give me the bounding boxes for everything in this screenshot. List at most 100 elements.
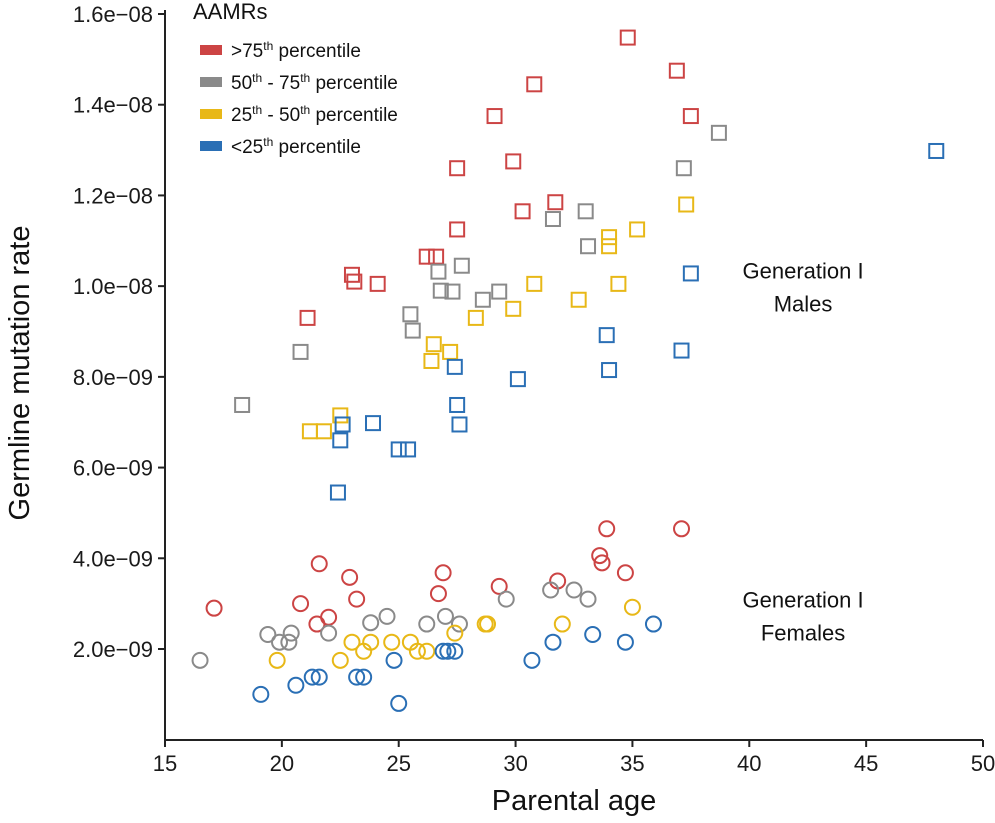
- annotations: Generation I Males Generation I Females: [743, 259, 864, 646]
- circle-point: [523, 651, 541, 669]
- series-p75-circle: [205, 520, 691, 633]
- square-point: [509, 371, 526, 388]
- square-point: [514, 203, 531, 220]
- plot-area: 15 20 25 30 35 40 45 50 2.0e−09 4.0e−09 6.0e−09 8.…: [73, 2, 995, 776]
- circle-point: [259, 625, 277, 643]
- circle-point: [591, 547, 609, 565]
- circle-point: [378, 607, 396, 625]
- legend-text-part: 25: [231, 105, 252, 126]
- circle-point: [287, 676, 305, 694]
- square-point: [678, 196, 695, 213]
- circle-point: [343, 633, 361, 651]
- x-tick-label: 45: [854, 751, 878, 776]
- circle-point: [418, 642, 436, 660]
- square-point: [400, 441, 417, 458]
- legend-superscript: th: [252, 71, 262, 85]
- legend-superscript: th: [263, 39, 273, 53]
- circle-point: [205, 599, 223, 617]
- series-p25_50-square: [301, 196, 695, 440]
- square-point: [928, 142, 945, 159]
- square-point: [474, 291, 491, 308]
- circle-point: [446, 624, 464, 642]
- square-point: [601, 229, 618, 246]
- square-point: [547, 194, 564, 211]
- legend-label: 50th - 75th percentile: [231, 71, 398, 94]
- circle-point: [579, 590, 597, 608]
- square-point: [449, 396, 466, 413]
- square-point: [404, 322, 421, 339]
- square-point: [544, 211, 561, 228]
- y-tick-label: 1.6e−08: [73, 2, 153, 27]
- square-point: [425, 336, 442, 353]
- square-point: [402, 306, 419, 323]
- square-point: [234, 396, 251, 413]
- square-point: [601, 362, 618, 379]
- circle-point: [429, 585, 447, 603]
- square-point: [334, 416, 351, 433]
- square-point: [675, 160, 692, 177]
- square-point: [673, 342, 690, 359]
- square-point: [505, 153, 522, 170]
- legend-superscript: th: [300, 71, 310, 85]
- square-point: [423, 352, 440, 369]
- circle-point: [362, 614, 380, 632]
- square-point: [449, 160, 466, 177]
- y-tick-label: 1.2e−08: [73, 183, 153, 208]
- square-point: [486, 108, 503, 125]
- circle-point: [584, 625, 602, 643]
- square-point: [369, 275, 386, 292]
- legend-title: AAMRs: [193, 0, 268, 24]
- circle-point: [282, 624, 300, 642]
- circle-point: [383, 633, 401, 651]
- square-point: [301, 423, 318, 440]
- series-p50_75-circle: [191, 581, 597, 669]
- y-tick-label: 4.0e−09: [73, 546, 153, 571]
- x-tick-label: 40: [737, 751, 761, 776]
- square-point: [332, 432, 349, 449]
- annotation-line: Generation I: [743, 259, 864, 284]
- y-axis-ticks: 2.0e−09 4.0e−09 6.0e−09 8.0e−09 1.0e−08 1.2e−…: [73, 2, 165, 662]
- square-point: [444, 283, 461, 300]
- x-tick-label: 25: [386, 751, 410, 776]
- square-point: [332, 407, 349, 424]
- x-tick-label: 15: [153, 751, 177, 776]
- square-point: [580, 238, 597, 255]
- circle-point: [268, 651, 286, 669]
- square-point: [432, 282, 449, 299]
- square-point: [430, 263, 447, 280]
- circle-point: [331, 651, 349, 669]
- circle-point: [490, 577, 508, 595]
- legend-text-part: 50: [231, 73, 252, 94]
- square-point: [570, 291, 587, 308]
- circle-point: [446, 642, 464, 660]
- annotation-line: Females: [761, 620, 845, 645]
- square-point: [449, 221, 466, 238]
- legend-swatch: [200, 45, 222, 55]
- square-point: [467, 309, 484, 326]
- legend-superscript: th: [263, 135, 273, 149]
- circle-point: [348, 668, 366, 686]
- legend-text-part: - 75: [262, 73, 300, 94]
- annotation-line: Generation I: [743, 587, 864, 612]
- legend-text-part: percentile: [310, 73, 398, 94]
- circle-point: [616, 633, 634, 651]
- square-point: [668, 62, 685, 79]
- square-point: [619, 29, 636, 46]
- circle-point: [303, 668, 321, 686]
- circle-point: [565, 581, 583, 599]
- series-p25_50-circle: [268, 598, 641, 669]
- square-point: [446, 358, 463, 375]
- square-point: [601, 238, 618, 255]
- circle-point: [408, 642, 426, 660]
- square-point: [526, 275, 543, 292]
- circle-point: [341, 568, 359, 586]
- square-point: [451, 416, 468, 433]
- circle-point: [320, 624, 338, 642]
- annotation: Generation I Females: [743, 587, 864, 645]
- y-tick-label: 1.4e−08: [73, 93, 153, 118]
- x-axis-title: Parental age: [492, 785, 656, 817]
- square-point: [329, 484, 346, 501]
- square-point: [710, 124, 727, 141]
- legend-superscript: th: [252, 103, 262, 117]
